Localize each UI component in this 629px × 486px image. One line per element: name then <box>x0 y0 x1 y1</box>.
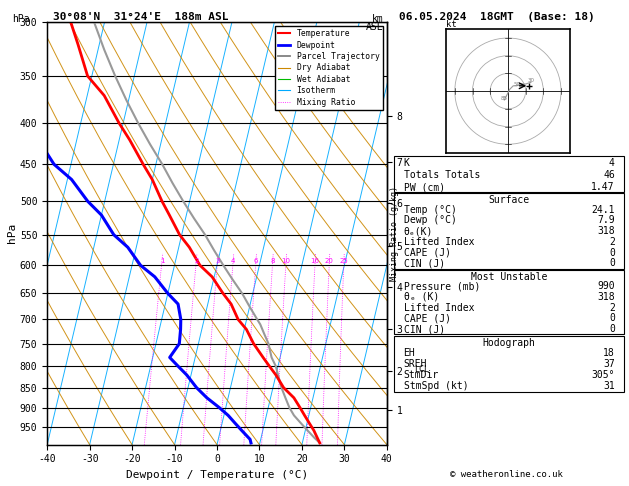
Text: 990: 990 <box>597 281 615 291</box>
Text: θₑ (K): θₑ (K) <box>404 292 439 302</box>
Text: 06.05.2024  18GMT  (Base: 18): 06.05.2024 18GMT (Base: 18) <box>399 12 595 22</box>
Text: Dewp (°C): Dewp (°C) <box>404 215 457 226</box>
Text: StmSpd (kt): StmSpd (kt) <box>404 381 468 391</box>
Text: 85: 85 <box>501 96 508 101</box>
Text: 4: 4 <box>609 158 615 168</box>
Legend: Temperature, Dewpoint, Parcel Trajectory, Dry Adiabat, Wet Adiabat, Isotherm, Mi: Temperature, Dewpoint, Parcel Trajectory… <box>275 26 383 110</box>
Text: 25: 25 <box>340 258 348 263</box>
Text: θₑ(K): θₑ(K) <box>404 226 433 236</box>
X-axis label: Dewpoint / Temperature (°C): Dewpoint / Temperature (°C) <box>126 470 308 480</box>
Text: kt: kt <box>446 20 457 29</box>
Text: Most Unstable: Most Unstable <box>471 272 547 281</box>
Text: PW (cm): PW (cm) <box>404 182 445 192</box>
Text: 6: 6 <box>253 258 259 263</box>
Text: CIN (J): CIN (J) <box>404 324 445 334</box>
Text: 18: 18 <box>603 347 615 358</box>
Text: StmDir: StmDir <box>404 370 439 380</box>
Text: 46: 46 <box>603 170 615 180</box>
Text: 1.47: 1.47 <box>591 182 615 192</box>
Text: 37: 37 <box>603 359 615 369</box>
Text: 318: 318 <box>597 292 615 302</box>
Text: 20: 20 <box>325 258 334 263</box>
Text: 24.1: 24.1 <box>591 205 615 215</box>
Text: 30°08'N  31°24'E  188m ASL: 30°08'N 31°24'E 188m ASL <box>53 12 229 22</box>
Text: 2: 2 <box>194 258 199 263</box>
Text: Surface: Surface <box>489 195 530 205</box>
Text: Lifted Index: Lifted Index <box>404 237 474 247</box>
Text: Lifted Index: Lifted Index <box>404 303 474 312</box>
Text: CAPE (J): CAPE (J) <box>404 247 450 258</box>
Text: 31: 31 <box>603 381 615 391</box>
Text: K: K <box>404 158 409 168</box>
Text: 0: 0 <box>609 259 615 268</box>
Text: 0: 0 <box>609 247 615 258</box>
Text: km: km <box>372 14 384 24</box>
Text: 10: 10 <box>282 258 291 263</box>
Text: 305°: 305° <box>591 370 615 380</box>
Text: Mixing Ratio (g/kg): Mixing Ratio (g/kg) <box>390 186 399 281</box>
Text: Totals Totals: Totals Totals <box>404 170 480 180</box>
Text: 8: 8 <box>270 258 275 263</box>
Text: ASL: ASL <box>366 22 384 32</box>
Text: 2: 2 <box>609 237 615 247</box>
Text: 50: 50 <box>513 82 520 87</box>
Text: 4: 4 <box>231 258 235 263</box>
Text: © weatheronline.co.uk: © weatheronline.co.uk <box>450 469 563 479</box>
Text: 7.9: 7.9 <box>597 215 615 226</box>
Y-axis label: hPa: hPa <box>7 223 17 243</box>
Text: SREH: SREH <box>404 359 427 369</box>
Text: 0: 0 <box>609 324 615 334</box>
Text: 2: 2 <box>609 303 615 312</box>
Text: 30: 30 <box>528 78 535 83</box>
Text: Hodograph: Hodograph <box>482 338 536 347</box>
Text: 16: 16 <box>311 258 320 263</box>
Text: 1: 1 <box>160 258 164 263</box>
Text: LCL: LCL <box>414 365 429 374</box>
Text: 0: 0 <box>609 313 615 323</box>
Text: CAPE (J): CAPE (J) <box>404 313 450 323</box>
Text: 318: 318 <box>597 226 615 236</box>
Text: Pressure (mb): Pressure (mb) <box>404 281 480 291</box>
Text: EH: EH <box>404 347 415 358</box>
Text: Temp (°C): Temp (°C) <box>404 205 457 215</box>
Text: CIN (J): CIN (J) <box>404 259 445 268</box>
Text: hPa: hPa <box>13 14 30 24</box>
Text: 3: 3 <box>215 258 220 263</box>
